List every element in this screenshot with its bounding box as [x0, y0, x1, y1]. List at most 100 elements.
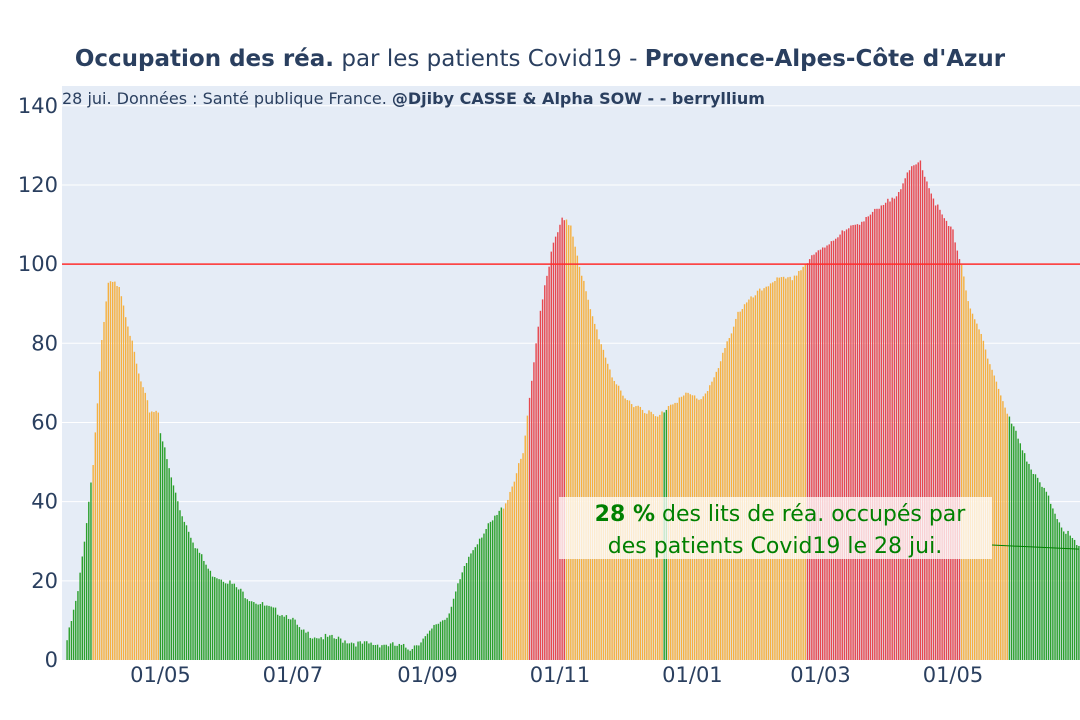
bar [850, 225, 852, 660]
bar [478, 538, 481, 660]
bar [452, 598, 455, 660]
bar [780, 277, 783, 660]
bar [741, 309, 744, 660]
bar [835, 238, 837, 660]
bar [240, 588, 242, 660]
bar [1054, 513, 1056, 660]
bar [463, 566, 466, 660]
chart-title-normal-part: par les patients Covid19 - [334, 46, 645, 72]
bar [745, 302, 748, 660]
bar [993, 375, 995, 660]
bar [227, 583, 229, 660]
bar [596, 329, 598, 660]
bar [548, 266, 550, 660]
bar [504, 503, 507, 660]
bar [937, 204, 939, 660]
bar [461, 572, 463, 660]
bar [261, 602, 264, 660]
bar [244, 598, 246, 660]
bar [1043, 487, 1045, 660]
bar [1015, 430, 1017, 660]
bar [155, 410, 157, 660]
bar [1000, 395, 1002, 660]
bar [164, 447, 166, 660]
bar [435, 624, 437, 660]
bar [442, 620, 444, 660]
bar [85, 523, 88, 660]
bar [1008, 416, 1011, 660]
x-tick-label: 01/09 [397, 663, 458, 687]
bar [941, 214, 943, 660]
bar [973, 319, 976, 660]
bar [257, 604, 259, 660]
bar [415, 645, 418, 660]
bar [743, 304, 746, 660]
bar [730, 333, 733, 660]
bar [422, 638, 424, 660]
bar [1063, 531, 1065, 660]
bar [248, 601, 251, 660]
bar [88, 501, 90, 660]
bar [400, 644, 403, 660]
bar [932, 198, 935, 660]
bar [446, 617, 448, 660]
bar [190, 537, 192, 660]
bar [174, 492, 177, 660]
bar [841, 230, 843, 660]
bar [420, 642, 422, 660]
bar [268, 605, 270, 660]
bar [366, 641, 368, 660]
bar [832, 240, 835, 660]
bar [444, 619, 446, 660]
bar [1034, 474, 1037, 660]
bar [513, 481, 516, 660]
bar [524, 435, 526, 660]
bar [889, 201, 891, 661]
bar [98, 371, 101, 660]
bar [589, 309, 592, 660]
bar [739, 311, 741, 660]
bar [222, 581, 225, 660]
bar [893, 198, 896, 660]
bar [878, 208, 880, 661]
bar [468, 556, 470, 660]
bar [960, 265, 963, 660]
bar [448, 613, 450, 660]
chart-subtitle-authors: @Djiby CASSE & Alpha SOW - - berryllium [392, 89, 765, 108]
bar [1073, 539, 1076, 660]
bar [465, 563, 468, 660]
bar [876, 208, 878, 661]
bar [528, 397, 531, 660]
bar [919, 160, 922, 660]
bar [887, 198, 889, 660]
bar [1028, 463, 1030, 660]
bar [737, 311, 739, 660]
bar [854, 224, 856, 660]
bar [930, 193, 932, 660]
bar [214, 577, 216, 660]
bar [381, 645, 383, 660]
bar [303, 629, 305, 660]
bar [250, 601, 253, 660]
bar [450, 606, 453, 660]
bar [320, 637, 322, 660]
bar [361, 643, 364, 660]
bars-layer [66, 160, 1080, 661]
annotation-line1-rest: des lits de réa. occupés par [655, 502, 966, 527]
bar [389, 643, 392, 660]
bar [958, 259, 961, 660]
bar [161, 441, 164, 660]
bar [759, 288, 761, 660]
y-tick-label: 140 [18, 94, 58, 118]
bar [368, 643, 370, 660]
bar [324, 633, 327, 660]
bar [880, 205, 883, 660]
bar [535, 343, 537, 660]
bar [963, 276, 965, 660]
bar [1006, 413, 1008, 660]
bar [828, 244, 830, 660]
bar [572, 236, 574, 660]
bar [290, 619, 292, 660]
bar [843, 231, 846, 660]
bar [296, 624, 298, 660]
